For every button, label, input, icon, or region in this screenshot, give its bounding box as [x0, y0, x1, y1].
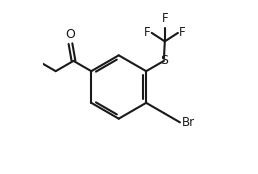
Text: Br: Br	[182, 116, 195, 129]
Text: F: F	[144, 26, 150, 39]
Text: F: F	[162, 13, 168, 25]
Text: O: O	[66, 28, 75, 41]
Text: S: S	[160, 54, 168, 67]
Text: F: F	[179, 26, 186, 39]
